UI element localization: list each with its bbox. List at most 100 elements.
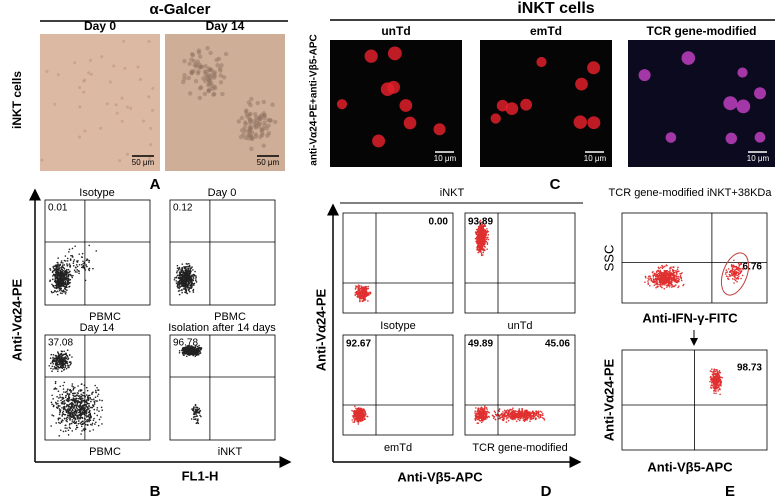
event bbox=[55, 357, 57, 360]
event bbox=[367, 300, 369, 302]
event bbox=[56, 293, 59, 296]
event bbox=[49, 269, 52, 271]
event bbox=[657, 266, 660, 269]
event bbox=[72, 414, 75, 416]
event bbox=[68, 403, 71, 406]
event bbox=[77, 395, 80, 397]
plot-title: Day 14 bbox=[80, 322, 115, 334]
event bbox=[661, 271, 664, 274]
event bbox=[653, 284, 656, 287]
event bbox=[75, 405, 78, 407]
event bbox=[647, 283, 650, 285]
event bbox=[510, 414, 513, 416]
cell bbox=[205, 46, 210, 51]
event bbox=[63, 259, 66, 262]
event bbox=[474, 410, 477, 412]
event bbox=[360, 292, 363, 294]
event bbox=[63, 391, 65, 393]
event bbox=[486, 231, 489, 234]
event bbox=[86, 406, 89, 409]
event bbox=[198, 412, 201, 414]
cell bbox=[665, 132, 677, 143]
event bbox=[198, 352, 201, 355]
event bbox=[499, 414, 502, 416]
event bbox=[80, 416, 82, 419]
event bbox=[681, 272, 683, 274]
event bbox=[88, 416, 90, 418]
event bbox=[58, 413, 61, 416]
cell bbox=[723, 96, 738, 111]
event bbox=[61, 393, 64, 396]
event bbox=[195, 276, 197, 279]
event bbox=[672, 266, 675, 268]
event bbox=[60, 366, 62, 368]
event bbox=[100, 406, 103, 409]
event bbox=[478, 229, 481, 232]
cell bbox=[122, 39, 126, 43]
cell bbox=[78, 86, 82, 90]
event bbox=[89, 423, 92, 426]
event bbox=[507, 419, 510, 422]
event bbox=[357, 413, 359, 416]
image-label: Day 0 bbox=[84, 19, 116, 33]
event bbox=[62, 364, 64, 366]
event bbox=[361, 287, 364, 289]
event bbox=[669, 274, 672, 276]
event bbox=[186, 271, 188, 274]
event bbox=[52, 405, 55, 408]
event bbox=[532, 416, 535, 418]
event bbox=[486, 237, 489, 239]
event bbox=[72, 399, 74, 402]
event bbox=[660, 275, 663, 277]
event bbox=[65, 356, 67, 359]
event bbox=[64, 396, 67, 399]
event bbox=[75, 420, 78, 423]
event bbox=[62, 280, 65, 282]
event bbox=[178, 285, 181, 288]
cell bbox=[681, 51, 696, 65]
event bbox=[97, 393, 100, 396]
event bbox=[59, 263, 62, 266]
event bbox=[532, 413, 535, 416]
cell bbox=[216, 56, 222, 62]
event bbox=[535, 412, 538, 415]
plot-title: Isotype bbox=[79, 187, 114, 199]
event bbox=[60, 266, 62, 269]
event bbox=[190, 418, 193, 420]
event bbox=[101, 409, 104, 412]
event bbox=[355, 411, 358, 414]
event bbox=[176, 264, 179, 267]
event bbox=[55, 403, 58, 405]
cell bbox=[262, 123, 267, 128]
event bbox=[60, 260, 63, 262]
event bbox=[537, 415, 539, 417]
event bbox=[55, 367, 58, 369]
micrograph bbox=[330, 40, 462, 167]
event bbox=[484, 237, 486, 239]
event bbox=[63, 363, 66, 366]
event bbox=[182, 276, 185, 279]
event bbox=[476, 233, 479, 236]
event bbox=[505, 421, 508, 423]
event bbox=[53, 274, 56, 276]
event bbox=[362, 288, 365, 291]
quadrant-value: 49.89 bbox=[468, 339, 493, 350]
event bbox=[67, 358, 69, 361]
event bbox=[190, 350, 192, 352]
event bbox=[60, 421, 63, 423]
event bbox=[88, 404, 90, 407]
event bbox=[507, 416, 509, 419]
event bbox=[192, 288, 195, 291]
event bbox=[79, 412, 82, 415]
event bbox=[54, 271, 57, 273]
event bbox=[479, 412, 482, 414]
event bbox=[86, 424, 89, 426]
event bbox=[675, 271, 677, 274]
event bbox=[57, 356, 60, 359]
plot-title: Isolation after 14 days bbox=[168, 322, 276, 334]
event bbox=[88, 405, 90, 408]
row-label: iNKT cells bbox=[10, 71, 24, 129]
event bbox=[676, 277, 678, 279]
event bbox=[191, 348, 194, 351]
